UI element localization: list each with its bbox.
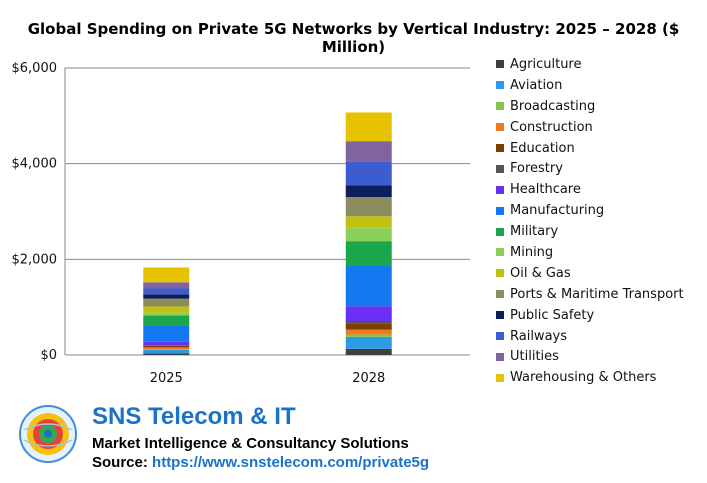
bar-segment <box>143 315 190 326</box>
legend-swatch <box>496 164 504 173</box>
bar-segment <box>143 353 190 355</box>
bar-segment <box>345 306 392 322</box>
x-tick-label: 2028 <box>352 371 385 386</box>
legend-label: Mining <box>510 244 554 260</box>
legend-item: Broadcasting <box>496 96 703 117</box>
chart-plot: $0 $2,000 $4,000 $6,000 2025 2028 <box>12 61 470 386</box>
bar-segment <box>143 345 190 348</box>
bar-segment <box>345 336 392 349</box>
company-name: SNS Telecom & IT <box>92 403 296 430</box>
bar-segment <box>345 241 392 266</box>
legend-label: Public Safety <box>510 307 595 323</box>
y-tick-label: $2,000 <box>12 252 58 267</box>
legend-label: Broadcasting <box>510 98 596 114</box>
legend-item: Railways <box>496 326 703 347</box>
bar-segment <box>143 288 190 295</box>
legend-label: Manufacturing <box>510 203 605 219</box>
bar-segment <box>345 141 392 162</box>
bar-segment <box>143 347 190 350</box>
legend-item: Agriculture <box>496 54 703 75</box>
chart-title: Global Spending on Private 5G Networks b… <box>27 20 680 56</box>
legend-item: Mining <box>496 242 703 263</box>
legend-swatch <box>496 60 504 69</box>
bar-segment <box>143 312 190 316</box>
legend-label: Construction <box>510 119 593 135</box>
legend-swatch <box>496 373 504 382</box>
bar-segment <box>345 197 392 217</box>
legend-swatch <box>496 185 504 194</box>
bar-segment <box>143 298 190 307</box>
bar-segment <box>345 334 392 337</box>
bar-segment <box>345 216 392 228</box>
legend-swatch <box>496 102 504 111</box>
bar-segment <box>345 265 392 307</box>
legend-item: Military <box>496 221 703 242</box>
legend-label: Railways <box>510 328 568 344</box>
legend-label: Aviation <box>510 77 563 93</box>
legend-item: Healthcare <box>496 179 703 200</box>
legend-item: Construction <box>496 117 703 138</box>
legend-item: Forestry <box>496 158 703 179</box>
legend-item: Manufacturing <box>496 200 703 221</box>
bar-segment <box>345 161 392 186</box>
bar-segment <box>345 112 392 142</box>
source-line: Source: https://www.snstelecom.com/priva… <box>92 454 429 471</box>
legend-swatch <box>496 123 504 132</box>
legend-item: Warehousing & Others <box>496 367 703 388</box>
legend-label: Warehousing & Others <box>510 370 657 386</box>
legend-swatch <box>496 248 504 257</box>
bar-segment <box>345 321 392 324</box>
x-tick-label: 2025 <box>150 371 183 386</box>
bar-segment <box>143 349 190 354</box>
legend-item: Education <box>496 138 703 159</box>
legend-swatch <box>496 332 504 341</box>
bar-segment <box>143 325 190 342</box>
legend-label: Ports & Maritime Transport <box>510 286 684 302</box>
y-tick-label: $4,000 <box>12 157 58 172</box>
legend-label: Forestry <box>510 161 563 177</box>
y-tick-label: $6,000 <box>12 61 58 76</box>
legend-item: Ports & Maritime Transport <box>496 284 703 305</box>
y-tick-label: $0 <box>40 348 57 363</box>
legend-swatch <box>496 352 504 361</box>
globe-icon <box>18 404 78 464</box>
bar-segment <box>345 185 392 198</box>
legend-swatch <box>496 144 504 152</box>
legend-swatch <box>496 269 504 278</box>
bar-segment <box>143 349 190 350</box>
legend: Agriculture Aviation Broadcasting Construct… <box>496 54 703 388</box>
legend-label: Military <box>510 224 559 240</box>
legend-label: Utilities <box>510 349 559 365</box>
bar-segment <box>345 227 392 242</box>
source-link[interactable]: https://www.snstelecom.com/private5g <box>152 454 430 471</box>
legend-item: Utilities <box>496 346 703 367</box>
bar-segment <box>345 329 392 335</box>
bar-segment <box>143 267 190 283</box>
legend-label: Education <box>510 140 575 156</box>
bar-segment <box>345 323 392 330</box>
bar-segment <box>345 348 392 355</box>
legend-item: Aviation <box>496 75 703 96</box>
bar-segment <box>143 282 190 289</box>
legend-swatch <box>496 290 504 299</box>
company-tagline: Market Intelligence & Consultancy Soluti… <box>92 435 409 452</box>
source-label: Source: <box>92 454 148 471</box>
legend-label: Healthcare <box>510 182 581 198</box>
legend-label: Oil & Gas <box>510 265 571 281</box>
legend-item: Public Safety <box>496 305 703 326</box>
legend-swatch <box>496 206 504 215</box>
bar-segment <box>143 345 190 346</box>
legend-swatch <box>496 81 504 90</box>
legend-swatch <box>496 311 504 320</box>
bar-segment <box>143 341 190 346</box>
legend-label: Agriculture <box>510 56 582 72</box>
bar-segment <box>143 294 190 299</box>
legend-swatch <box>496 227 504 236</box>
bar-segment <box>143 306 190 313</box>
legend-item: Oil & Gas <box>496 263 703 284</box>
